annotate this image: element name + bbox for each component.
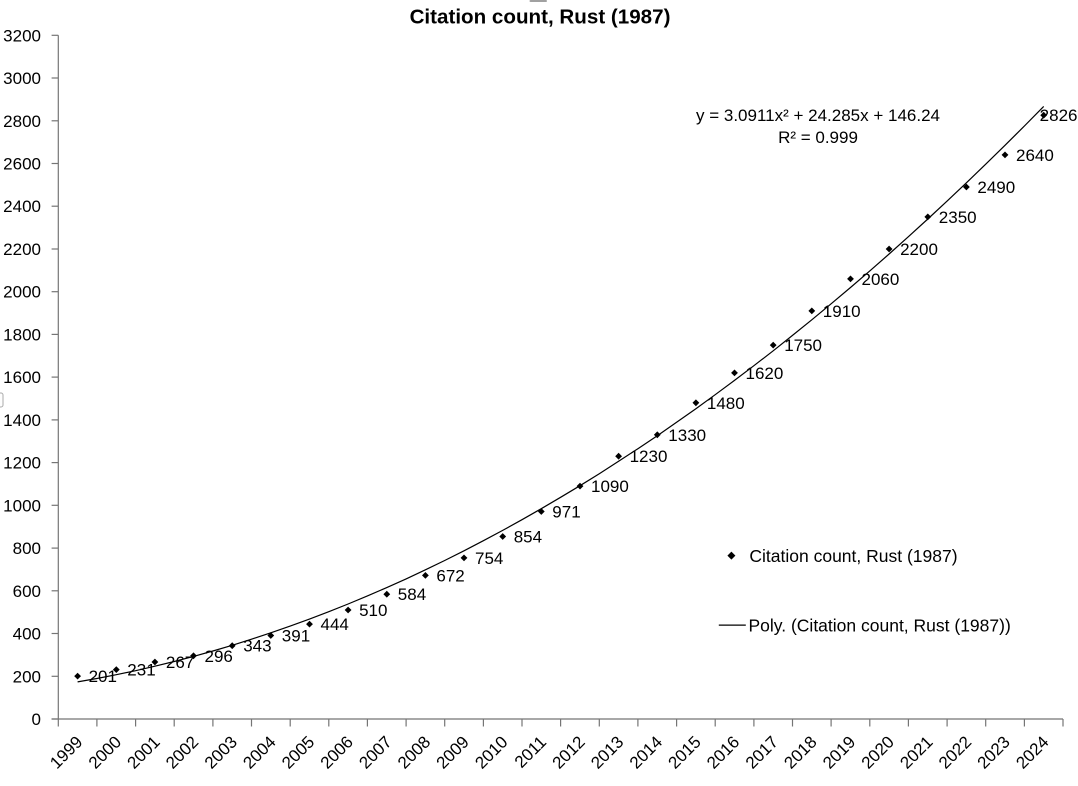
svg-text:510: 510 xyxy=(359,601,387,620)
svg-text:971: 971 xyxy=(552,503,580,522)
svg-text:800: 800 xyxy=(13,539,41,558)
svg-text:201: 201 xyxy=(89,667,117,686)
svg-text:2600: 2600 xyxy=(3,155,41,174)
svg-text:1230: 1230 xyxy=(630,447,668,466)
svg-text:2400: 2400 xyxy=(3,197,41,216)
svg-text:Poly. (Citation count, Rust (1: Poly. (Citation count, Rust (1987)) xyxy=(749,615,1011,635)
svg-text:1200: 1200 xyxy=(3,454,41,473)
svg-text:343: 343 xyxy=(243,637,271,656)
svg-text:y = 3.0911x² + 24.285x + 146.2: y = 3.0911x² + 24.285x + 146.24 xyxy=(696,106,940,125)
svg-text:1620: 1620 xyxy=(746,364,784,383)
svg-text:1090: 1090 xyxy=(591,477,629,496)
svg-text:391: 391 xyxy=(282,627,310,646)
svg-text:1480: 1480 xyxy=(707,394,745,413)
svg-text:2200: 2200 xyxy=(900,240,938,259)
svg-text:400: 400 xyxy=(13,625,41,644)
svg-text:584: 584 xyxy=(398,585,426,604)
svg-text:3200: 3200 xyxy=(3,26,41,45)
svg-text:2060: 2060 xyxy=(862,270,900,289)
svg-text:672: 672 xyxy=(436,566,464,585)
svg-text:1000: 1000 xyxy=(3,496,41,515)
svg-text:2640: 2640 xyxy=(1016,146,1054,165)
svg-text:854: 854 xyxy=(514,528,542,547)
svg-text:600: 600 xyxy=(13,582,41,601)
svg-text:2826: 2826 xyxy=(1040,106,1078,125)
svg-text:1400: 1400 xyxy=(3,411,41,430)
svg-text:231: 231 xyxy=(127,661,155,680)
svg-text:1330: 1330 xyxy=(668,426,706,445)
svg-text:754: 754 xyxy=(475,549,503,568)
svg-text:2350: 2350 xyxy=(939,208,977,227)
svg-text:R² = 0.999: R² = 0.999 xyxy=(778,128,858,147)
svg-text:2800: 2800 xyxy=(3,112,41,131)
svg-text:2000: 2000 xyxy=(3,283,41,302)
svg-text:0: 0 xyxy=(32,710,41,729)
svg-text:444: 444 xyxy=(321,615,349,634)
svg-text:267: 267 xyxy=(166,653,194,672)
svg-text:3000: 3000 xyxy=(3,69,41,88)
svg-text:2200: 2200 xyxy=(3,240,41,259)
svg-text:1600: 1600 xyxy=(3,368,41,387)
svg-text:2490: 2490 xyxy=(977,178,1015,197)
svg-text:1910: 1910 xyxy=(823,302,861,321)
svg-text:1750: 1750 xyxy=(784,336,822,355)
svg-text:200: 200 xyxy=(13,667,41,686)
svg-text:Citation count, Rust (1987): Citation count, Rust (1987) xyxy=(749,546,957,566)
svg-text:296: 296 xyxy=(205,647,233,666)
svg-text:Citation count, Rust (1987): Citation count, Rust (1987) xyxy=(410,6,671,29)
svg-text:1800: 1800 xyxy=(3,325,41,344)
